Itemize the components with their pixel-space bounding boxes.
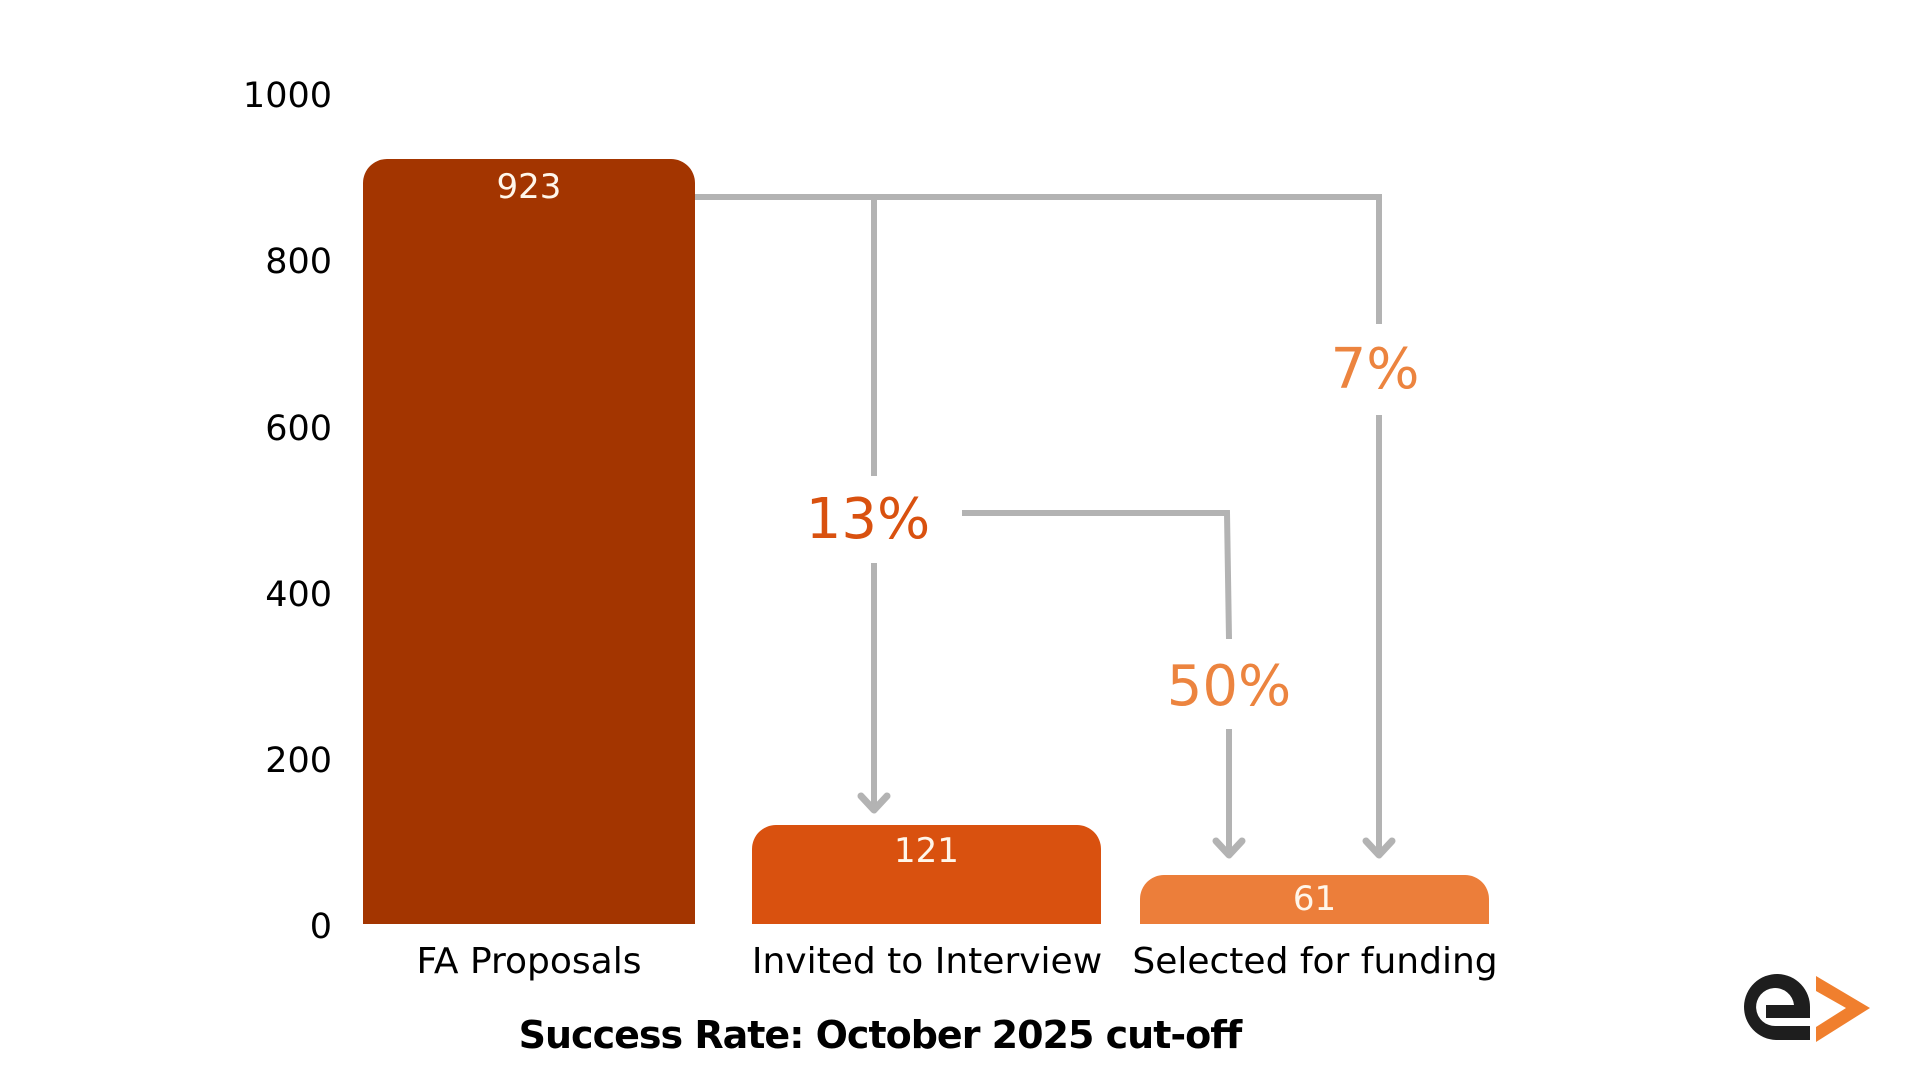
y-tick-1000: 1000 (242, 76, 332, 116)
arrowhead-icon (1362, 837, 1396, 859)
rate-interview-to-funding: 50% (1166, 654, 1292, 719)
chart-title: Success Rate: October 2025 cut-off (518, 1013, 1243, 1057)
x-label-selected-for-funding: Selected for funding (1132, 941, 1498, 982)
y-tick-0: 0 (309, 907, 332, 947)
x-label-invited-to-interview: Invited to Interview (751, 941, 1103, 982)
rate-proposals-to-funding: 7% (1330, 337, 1420, 402)
y-tick-400: 400 (265, 575, 332, 615)
bar-selected-for-funding: 61 (1140, 875, 1489, 924)
y-tick-800: 800 (265, 242, 332, 282)
y-tick-200: 200 (265, 741, 332, 781)
bar-fa-proposals: 923 (363, 159, 695, 924)
bar-value-label: 61 (1292, 879, 1337, 919)
arrowhead-icon (857, 792, 891, 814)
bar-value-label: 923 (496, 167, 562, 207)
connector-50-upper (962, 510, 1232, 640)
arrowhead-icon (1212, 837, 1246, 859)
ev-logo-icon (1744, 974, 1870, 1042)
y-tick-600: 600 (265, 409, 332, 449)
bar-value-label: 121 (894, 831, 959, 871)
rate-proposals-to-interview: 13% (805, 487, 931, 552)
bar-invited-to-interview: 121 (752, 825, 1101, 924)
x-label-fa-proposals: FA Proposals (416, 941, 642, 982)
